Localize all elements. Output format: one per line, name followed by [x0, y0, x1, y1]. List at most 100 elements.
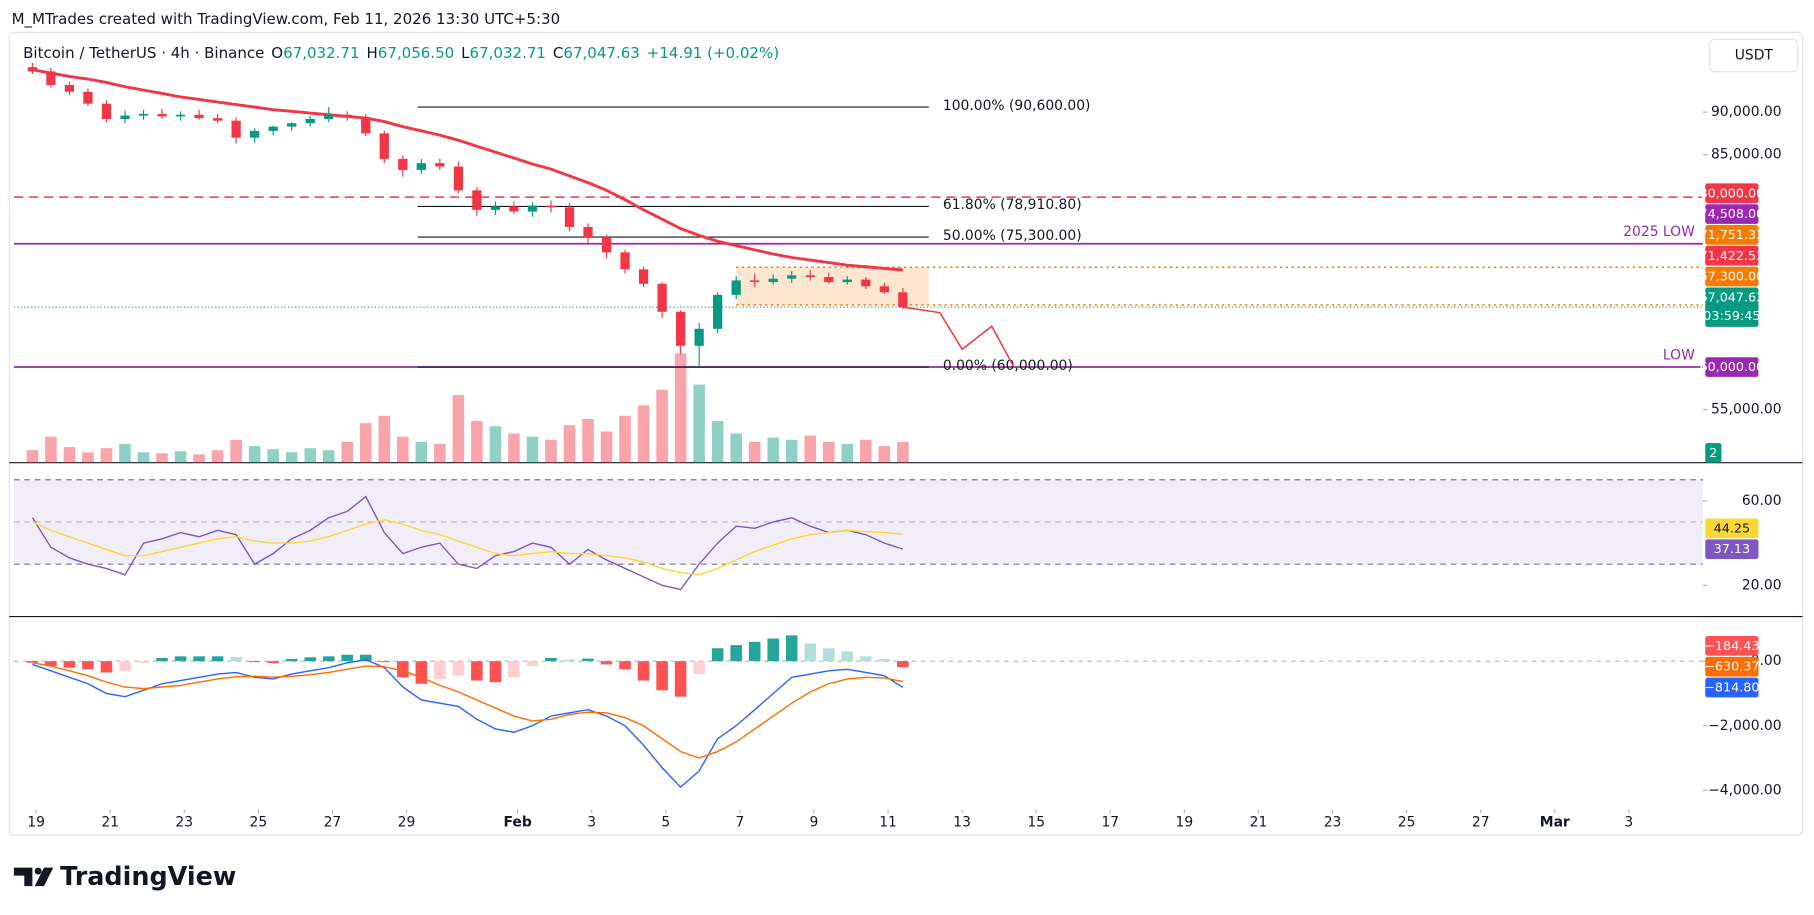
- volume-bar: [471, 421, 483, 463]
- candle-body: [287, 123, 297, 127]
- price-badge: [1705, 518, 1759, 539]
- candle-body: [842, 279, 852, 283]
- histogram-bar: [193, 656, 205, 662]
- volume-bar: [119, 443, 131, 463]
- candle-body: [472, 190, 482, 210]
- x-tick-label: 19: [1176, 814, 1194, 830]
- histogram-bar: [674, 661, 687, 697]
- volume-bar: [508, 433, 520, 463]
- candle-body: [46, 71, 56, 86]
- histogram-bar: [508, 661, 520, 678]
- candle-body: [546, 205, 556, 208]
- histogram-bar: [637, 661, 650, 681]
- candle-body: [175, 114, 186, 117]
- candle-body: [768, 278, 778, 283]
- x-tick-label: 21: [101, 814, 119, 830]
- macd-line: [32, 658, 904, 789]
- histogram-bar: [619, 661, 631, 670]
- candle-body: [379, 133, 389, 159]
- volume-bar: [174, 451, 187, 463]
- histogram-bar: [378, 661, 391, 663]
- level-text: 2025 LOW: [1623, 224, 1695, 240]
- badge-label: −184.43: [1704, 638, 1759, 653]
- histogram-bar: [600, 661, 613, 665]
- volume-bar: [359, 423, 372, 463]
- volume-bar: [230, 439, 242, 463]
- histogram-bar: [860, 656, 872, 662]
- candle-body: [638, 269, 649, 284]
- brand: TradingView: [60, 862, 236, 892]
- price-badge: [1705, 245, 1759, 266]
- candle-body: [490, 206, 501, 210]
- histogram-bar: [526, 661, 539, 667]
- histogram-bar: [248, 661, 261, 663]
- macd-line: [32, 662, 903, 759]
- candle-body: [27, 67, 38, 72]
- price-badge: [1705, 266, 1759, 287]
- range-box: [736, 267, 929, 306]
- candle-body: [601, 237, 612, 253]
- price-badge: [1705, 204, 1759, 224]
- volume-bar: [600, 431, 613, 463]
- candle-body: [83, 91, 93, 104]
- price-badge: [1705, 677, 1759, 698]
- volume-bar: [248, 446, 261, 463]
- volume-bar: [897, 441, 909, 463]
- volume-bar: [304, 448, 316, 463]
- candle-body: [750, 280, 760, 283]
- ohlc-value: 67,047.63: [563, 44, 639, 62]
- histogram-bar: [397, 661, 409, 678]
- badge-label: 67,300.00: [1699, 269, 1764, 284]
- volume-bar: [711, 421, 724, 463]
- ohlc-key: C: [553, 44, 564, 62]
- histogram-bar: [563, 659, 576, 662]
- volume-bar: [434, 443, 446, 463]
- histogram-bar: [582, 658, 594, 662]
- volume-bar: [526, 436, 539, 463]
- volume-bar: [415, 441, 428, 463]
- x-tick-label: 19: [27, 814, 45, 830]
- histogram-bar: [711, 648, 724, 662]
- candle-body: [509, 206, 519, 212]
- badge-label: −630.37: [1704, 659, 1759, 674]
- volume-bar: [860, 439, 872, 463]
- volume-bar: [397, 436, 409, 463]
- histogram-bar: [822, 648, 835, 662]
- x-tick-label: 13: [953, 814, 971, 830]
- currency-button[interactable]: [1709, 38, 1799, 73]
- projection: [902, 306, 1015, 368]
- histogram-bar: [267, 661, 279, 664]
- currency[interactable]: USDT: [1735, 48, 1774, 64]
- histogram-bar: [452, 661, 465, 676]
- candle-body: [268, 126, 278, 131]
- price-badge: [1705, 225, 1759, 245]
- histogram-bar: [897, 661, 909, 668]
- badge-label: 74,508.00: [1699, 206, 1764, 221]
- candle-body: [231, 120, 241, 138]
- candle-body: [157, 113, 167, 117]
- volume-bar: [822, 441, 835, 463]
- histogram-bar: [841, 651, 854, 662]
- histogram-bar: [137, 661, 150, 663]
- x-tick-label: 17: [1101, 814, 1119, 830]
- badge-label: 80,000.00: [1699, 185, 1764, 200]
- volume-bar: [156, 453, 168, 463]
- volume-bar: [322, 450, 335, 463]
- volume-bar: [637, 405, 650, 463]
- level-text: LOW: [1663, 347, 1695, 363]
- histogram-bar: [415, 661, 428, 684]
- candle-body: [324, 114, 334, 119]
- histogram-bar: [285, 658, 298, 662]
- ohlc-value: 67,056.50: [378, 44, 454, 62]
- volume-bar: [563, 425, 576, 463]
- y-tick-label: 55,000.00: [1711, 402, 1782, 418]
- badge-label: 67,047.63: [1699, 289, 1764, 304]
- volume-bar: [378, 415, 391, 463]
- candle-body: [212, 118, 223, 121]
- x-tick-label: 3: [1624, 814, 1633, 830]
- fib-label: 61.80% (78,910.80): [943, 197, 1082, 213]
- volume-bar: [693, 384, 705, 463]
- candle-body: [657, 283, 667, 312]
